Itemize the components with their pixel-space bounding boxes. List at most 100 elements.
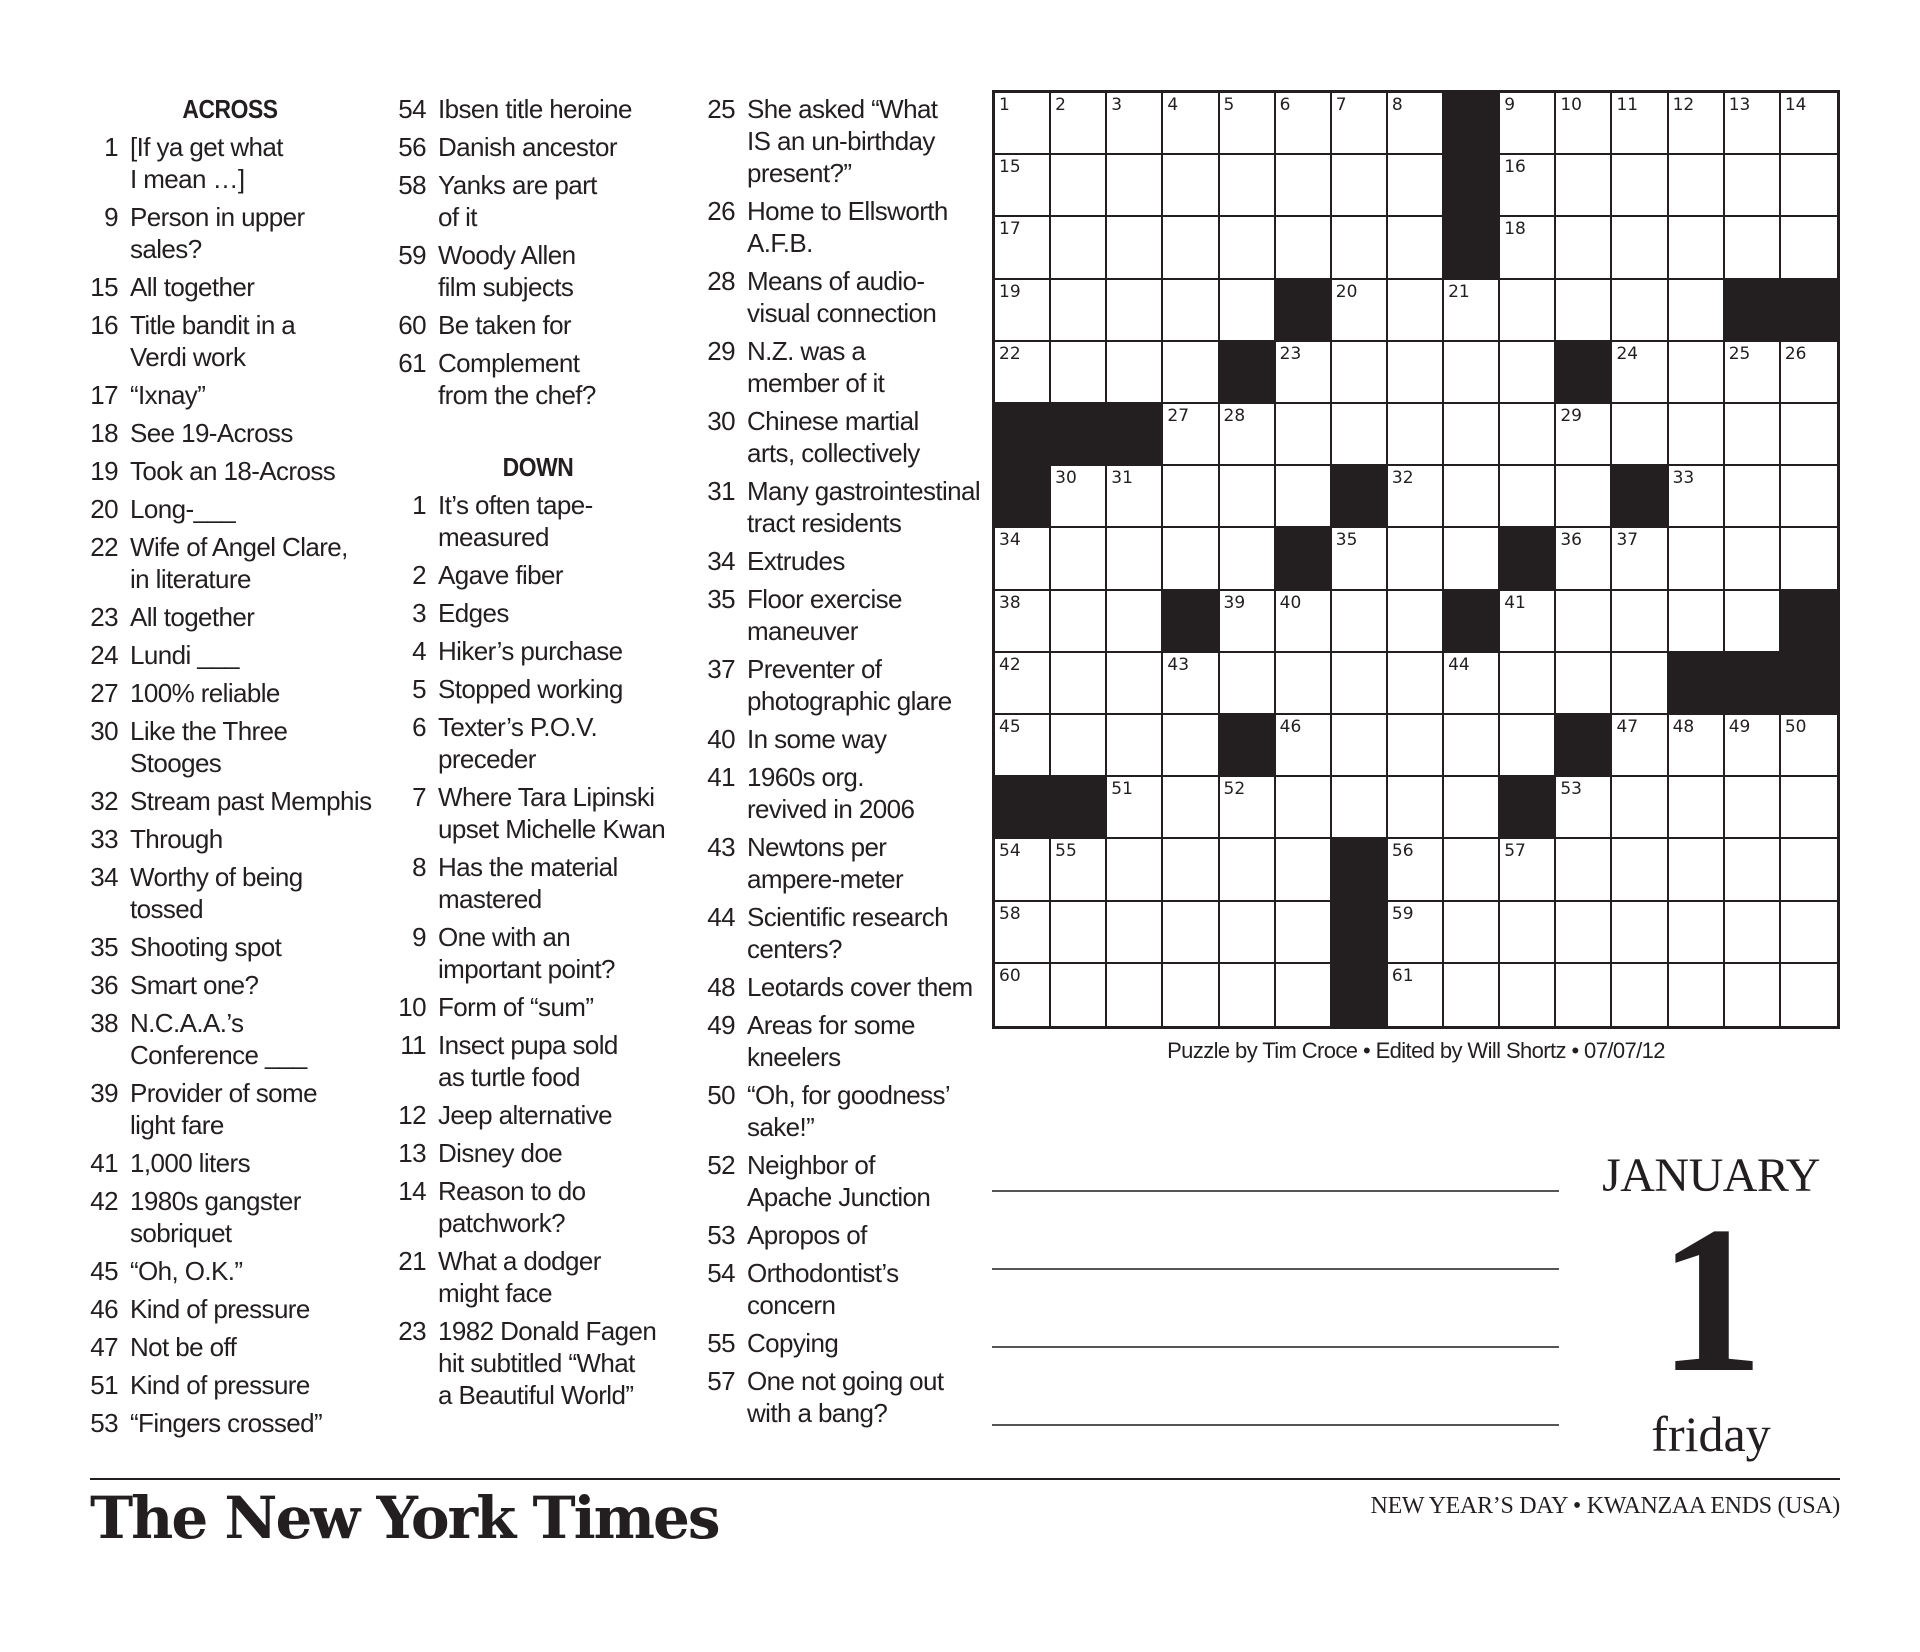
grid-cell[interactable]	[1556, 963, 1613, 1026]
grid-cell[interactable]	[1107, 901, 1164, 964]
grid-cell[interactable]	[1275, 652, 1332, 715]
grid-cell[interactable]: 14	[1780, 93, 1837, 156]
grid-cell[interactable]	[1668, 839, 1725, 902]
grid-cell[interactable]	[1163, 901, 1220, 964]
grid-cell[interactable]	[1556, 155, 1613, 218]
grid-cell[interactable]	[1331, 404, 1388, 467]
grid-cell[interactable]	[1724, 590, 1781, 653]
grid-cell[interactable]: 40	[1275, 590, 1332, 653]
grid-cell[interactable]: 42	[995, 652, 1052, 715]
grid-cell[interactable]	[1724, 155, 1781, 218]
grid-cell[interactable]	[1107, 217, 1164, 280]
grid-cell[interactable]	[1051, 217, 1108, 280]
grid-cell[interactable]: 60	[995, 963, 1052, 1026]
grid-cell[interactable]	[1444, 963, 1501, 1026]
grid-cell[interactable]	[1444, 466, 1501, 529]
grid-cell[interactable]: 10	[1556, 93, 1613, 156]
grid-cell[interactable]	[1051, 590, 1108, 653]
grid-cell[interactable]	[1275, 839, 1332, 902]
grid-cell[interactable]	[1612, 652, 1669, 715]
grid-cell[interactable]	[1163, 155, 1220, 218]
grid-cell[interactable]: 41	[1500, 590, 1557, 653]
grid-cell[interactable]	[1725, 963, 1781, 1026]
grid-cell[interactable]: 8	[1387, 93, 1445, 156]
grid-cell[interactable]: 34	[995, 528, 1052, 591]
grid-cell[interactable]	[1444, 404, 1501, 467]
grid-cell[interactable]	[1219, 901, 1276, 964]
grid-cell[interactable]: 25	[1724, 341, 1781, 404]
grid-cell[interactable]	[1444, 715, 1501, 778]
grid-cell[interactable]: 6	[1275, 93, 1332, 156]
grid-cell[interactable]: 54	[995, 839, 1052, 902]
grid-cell[interactable]	[1051, 528, 1108, 591]
grid-cell[interactable]	[1500, 279, 1557, 342]
grid-cell[interactable]	[1668, 777, 1725, 840]
grid-cell[interactable]	[1612, 963, 1669, 1026]
grid-cell[interactable]	[1781, 964, 1837, 1026]
grid-cell[interactable]: 50	[1780, 715, 1837, 778]
grid-cell[interactable]	[1612, 839, 1669, 902]
grid-cell[interactable]: 61	[1388, 963, 1445, 1026]
grid-cell[interactable]: 1	[995, 93, 1052, 156]
grid-cell[interactable]	[1163, 279, 1220, 342]
grid-cell[interactable]	[1219, 217, 1276, 280]
grid-cell[interactable]	[1724, 839, 1781, 902]
grid-cell[interactable]	[1387, 155, 1445, 218]
grid-cell[interactable]	[1275, 901, 1332, 964]
grid-cell[interactable]	[1668, 528, 1725, 591]
grid-cell[interactable]: 26	[1780, 342, 1837, 404]
grid-cell[interactable]	[1331, 217, 1388, 280]
grid-cell[interactable]	[1107, 155, 1164, 218]
grid-cell[interactable]: 17	[995, 217, 1052, 280]
grid-cell[interactable]	[1163, 341, 1220, 404]
grid-cell[interactable]: 30	[1051, 466, 1108, 529]
grid-cell[interactable]	[1163, 528, 1220, 591]
grid-cell[interactable]	[1163, 217, 1220, 280]
grid-cell[interactable]: 7	[1331, 93, 1388, 156]
grid-cell[interactable]: 18	[1500, 217, 1557, 280]
grid-cell[interactable]: 46	[1275, 715, 1332, 778]
grid-cell[interactable]	[1780, 404, 1837, 467]
grid-cell[interactable]: 35	[1331, 528, 1388, 591]
grid-cell[interactable]: 59	[1387, 901, 1445, 964]
grid-cell[interactable]: 21	[1444, 279, 1501, 342]
grid-cell[interactable]	[1500, 341, 1557, 404]
grid-cell[interactable]	[1331, 777, 1388, 840]
grid-cell[interactable]	[1331, 341, 1388, 404]
grid-cell[interactable]	[1780, 217, 1837, 280]
grid-cell[interactable]: 11	[1612, 93, 1669, 156]
grid-cell[interactable]	[1500, 652, 1557, 715]
grid-cell[interactable]: 43	[1163, 652, 1220, 715]
grid-cell[interactable]	[1612, 404, 1669, 467]
grid-cell[interactable]	[1275, 404, 1332, 467]
grid-cell[interactable]	[1668, 404, 1725, 467]
grid-cell[interactable]	[1556, 652, 1613, 715]
grid-cell[interactable]	[1444, 777, 1501, 840]
grid-cell[interactable]	[1668, 341, 1725, 404]
grid-cell[interactable]	[1219, 466, 1276, 529]
grid-cell[interactable]	[1387, 404, 1445, 467]
grid-cell[interactable]	[1163, 839, 1220, 902]
grid-cell[interactable]: 48	[1668, 715, 1725, 778]
grid-cell[interactable]: 12	[1668, 93, 1725, 156]
grid-cell[interactable]: 28	[1219, 404, 1276, 467]
grid-cell[interactable]	[1387, 279, 1445, 342]
grid-cell[interactable]	[1780, 902, 1837, 964]
grid-cell[interactable]: 20	[1331, 279, 1388, 342]
grid-cell[interactable]	[1500, 404, 1557, 467]
grid-cell[interactable]: 33	[1668, 466, 1725, 529]
grid-cell[interactable]	[1668, 901, 1725, 964]
grid-cell[interactable]: 49	[1724, 715, 1781, 778]
grid-cell[interactable]	[1556, 217, 1613, 280]
grid-cell[interactable]	[1500, 715, 1557, 778]
grid-cell[interactable]: 57	[1500, 839, 1557, 902]
grid-cell[interactable]	[1724, 466, 1781, 529]
grid-cell[interactable]	[1780, 466, 1837, 529]
grid-cell[interactable]	[1331, 590, 1388, 653]
grid-cell[interactable]: 27	[1163, 404, 1220, 467]
grid-cell[interactable]: 9	[1500, 93, 1557, 156]
grid-cell[interactable]: 32	[1387, 466, 1445, 529]
grid-cell[interactable]	[1051, 901, 1108, 964]
grid-cell[interactable]: 13	[1724, 93, 1781, 156]
grid-cell[interactable]	[1051, 963, 1108, 1026]
